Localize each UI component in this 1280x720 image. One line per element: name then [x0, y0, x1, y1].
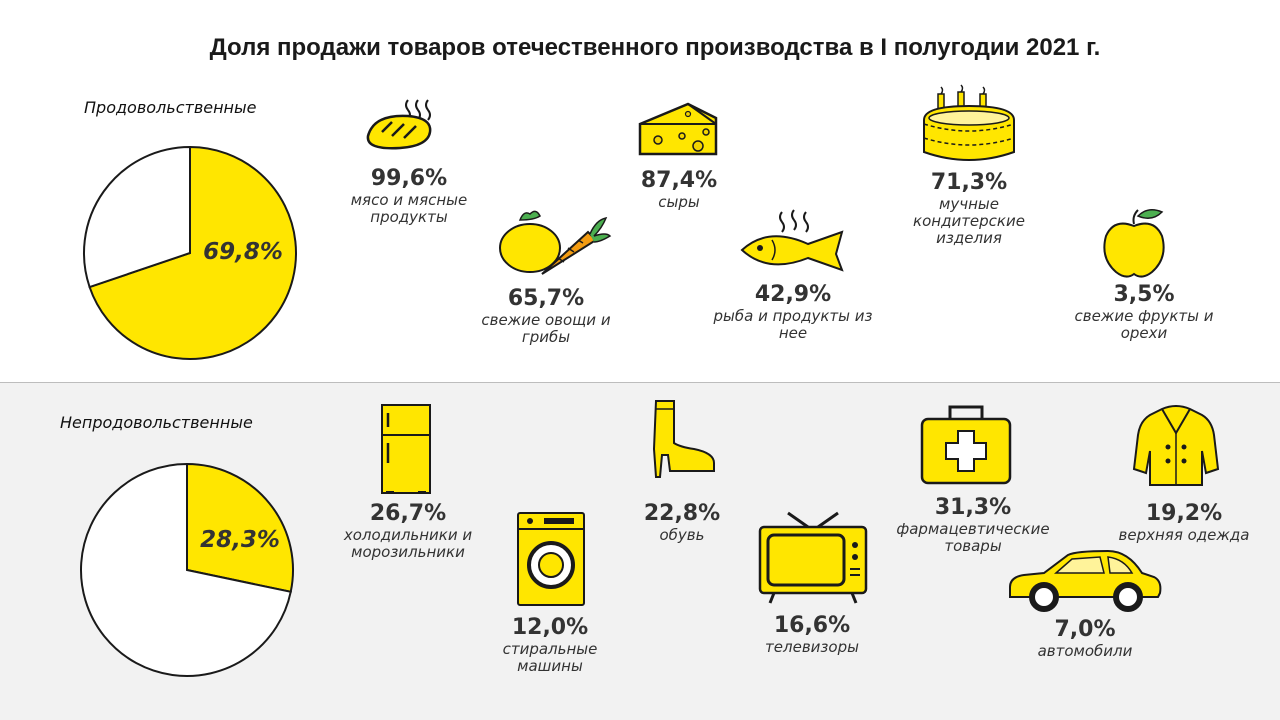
nonfood-item-fridge-label: холодильники и морозильники: [343, 526, 473, 561]
section-title-nonfood: Непродовольственные: [60, 413, 253, 432]
nonfood-item-washing-machine-value: 12,0%: [511, 615, 589, 640]
cake-icon: [923, 84, 1015, 161]
food-item-fish-value: 42,9%: [754, 282, 832, 307]
food-pie-value-label: 69,8%: [203, 239, 283, 265]
boot-icon: [652, 400, 715, 478]
nonfood-pie-slice-other: [80, 462, 292, 677]
food-item-vegetables: 65,7% свежие овощи и грибы: [462, 286, 630, 346]
nonfood-item-car: 7,0% автомобили: [1010, 617, 1160, 660]
vegetables-icon: [499, 210, 612, 275]
tv-icon: [758, 511, 868, 604]
food-item-fish: 42,9% рыба и продукты из нее: [700, 282, 886, 342]
nonfood-item-washing-machine-label: стиральные машины: [502, 640, 598, 675]
food-pie-chart: 69,8%: [83, 145, 297, 360]
food-item-meat-label: мясо и мясные продукты: [350, 191, 468, 226]
food-pie-slice-other: [83, 145, 191, 289]
food-section: Продовольственные 69,8% 99,6% мясо и мяс…: [0, 80, 1280, 382]
nonfood-item-coat: 19,2% верхняя одежда: [1100, 501, 1268, 544]
food-item-cheese: 87,4% сыры: [600, 168, 758, 211]
apple-icon: [1103, 209, 1165, 278]
nonfood-item-pharma: 31,3% фармацевтические товары: [870, 495, 1076, 555]
food-item-meat: 99,6% мясо и мясные продукты: [328, 166, 490, 226]
food-item-cake-value: 71,3%: [930, 170, 1008, 195]
nonfood-item-fridge: 26,7% холодильники и морозильники: [326, 501, 490, 561]
nonfood-item-fridge-value: 26,7%: [369, 501, 447, 526]
first-aid-icon: [920, 405, 1012, 485]
food-item-cake-label: мучные кондитерские изделия: [913, 195, 1025, 247]
cheese-icon: [638, 102, 718, 156]
nonfood-section: Непродовольственные 28,3% 26,7% холодиль…: [0, 382, 1280, 720]
nonfood-item-tv: 16,6% телевизоры: [732, 613, 892, 656]
nonfood-item-car-value: 7,0%: [1054, 617, 1116, 642]
food-item-meat-value: 99,6%: [370, 166, 448, 191]
food-pie-slice-domestic: [88, 145, 297, 360]
food-item-cheese-value: 87,4%: [640, 168, 718, 193]
food-item-cheese-label: сыры: [658, 193, 700, 211]
food-item-fish-label: рыба и продукты из нее: [713, 307, 873, 342]
washing-machine-icon: [517, 512, 585, 606]
food-item-cake: 71,3% мучные кондитерские изделия: [886, 170, 1052, 247]
coat-icon: [1132, 405, 1220, 486]
section-title-food: Продовольственные: [84, 98, 257, 117]
food-item-apple: 3,5% свежие фрукты и орехи: [1060, 282, 1228, 342]
nonfood-item-boot-value: 22,8%: [643, 501, 721, 526]
fish-icon: [740, 209, 844, 272]
food-item-apple-label: свежие фрукты и орехи: [1074, 307, 1214, 342]
nonfood-item-boot: 22,8% обувь: [620, 501, 744, 544]
food-item-apple-value: 3,5%: [1113, 282, 1175, 307]
nonfood-item-boot-label: обувь: [659, 526, 705, 544]
nonfood-item-coat-label: верхняя одежда: [1118, 526, 1250, 544]
food-item-vegetables-label: свежие овощи и грибы: [481, 311, 611, 346]
steak-icon: [366, 99, 432, 150]
nonfood-item-tv-value: 16,6%: [773, 613, 851, 638]
nonfood-item-coat-value: 19,2%: [1145, 501, 1223, 526]
nonfood-item-pharma-label: фармацевтические товары: [896, 520, 1050, 555]
nonfood-item-tv-label: телевизоры: [765, 638, 859, 656]
fridge-icon: [381, 404, 431, 494]
food-item-vegetables-value: 65,7%: [507, 286, 585, 311]
nonfood-item-car-label: автомобили: [1037, 642, 1133, 660]
nonfood-item-washing-machine: 12,0% стиральные машины: [470, 615, 630, 675]
nonfood-pie-value-label: 28,3%: [200, 527, 280, 553]
nonfood-pie-slice-domestic: [186, 462, 294, 594]
nonfood-item-pharma-value: 31,3%: [934, 495, 1012, 520]
car-icon: [1009, 549, 1162, 612]
page-title: Доля продажи товаров отечественного прои…: [209, 34, 1101, 61]
nonfood-pie-chart: 28,3%: [80, 462, 294, 677]
